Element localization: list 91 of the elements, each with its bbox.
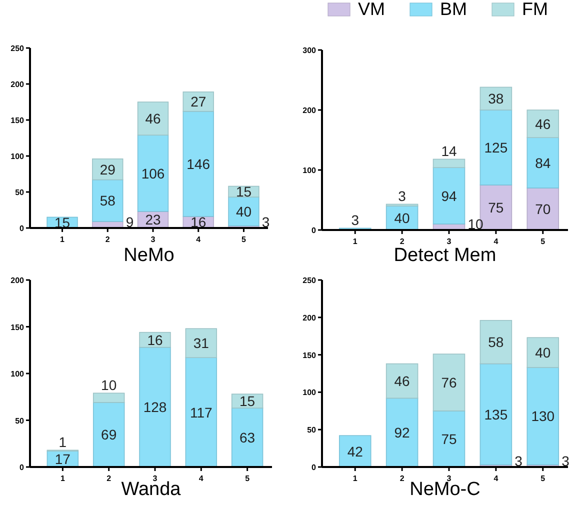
data-label: 3: [562, 453, 570, 469]
data-label: 14: [441, 143, 457, 160]
data-label: 46: [145, 110, 161, 127]
data-label: 42: [347, 443, 364, 460]
data-label: 75: [441, 430, 457, 447]
data-label: 3: [351, 212, 360, 228]
y-tick-label: 0: [312, 226, 317, 235]
data-label: 38: [488, 90, 504, 107]
x-tick-label: 1: [60, 474, 66, 483]
y-tick-label: 150: [302, 350, 317, 360]
data-label: 130: [531, 408, 555, 424]
y-tick-label: 250: [302, 276, 317, 285]
x-tick-label: 4: [198, 474, 204, 483]
data-label: 58: [488, 334, 504, 350]
x-tick-label: 5: [242, 235, 247, 244]
x-axis-title: Detect Mem: [394, 245, 496, 266]
y-tick-label: 150: [10, 116, 25, 125]
data-label: 29: [100, 161, 116, 178]
data-label: 27: [190, 94, 206, 110]
y-tick-label: 100: [10, 152, 25, 161]
x-tick-label: 5: [540, 237, 546, 246]
y-tick-label: 100: [302, 166, 317, 175]
x-tick-label: 2: [105, 235, 110, 244]
data-label: 46: [394, 372, 410, 389]
data-label: 46: [535, 116, 551, 132]
data-label: 84: [535, 154, 551, 171]
data-label: 17: [54, 451, 71, 468]
y-tick-label: 0: [20, 463, 25, 472]
y-tick-label: 0: [20, 224, 25, 233]
data-label: 16: [147, 332, 163, 348]
x-tick-label: 2: [400, 237, 405, 246]
data-label: 128: [143, 399, 167, 416]
x-tick-label: 1: [60, 235, 66, 244]
x-tick-label: 1: [352, 237, 358, 246]
y-tick-label: 100: [10, 370, 25, 378]
x-tick-label: 3: [446, 474, 452, 483]
data-label: 125: [484, 140, 508, 156]
data-label: 58: [100, 192, 116, 209]
data-label: 146: [186, 156, 210, 172]
data-label: 40: [535, 344, 551, 361]
y-tick-label: 300: [302, 46, 317, 55]
data-label: 10: [468, 216, 484, 232]
legend-label: BM: [440, 0, 467, 19]
y-tick-label: 200: [302, 106, 317, 115]
x-tick-label: 4: [494, 237, 499, 246]
data-label: 40: [236, 203, 252, 220]
x-tick-label: 4: [494, 474, 499, 483]
data-label: 70: [535, 201, 551, 217]
data-label: 94: [441, 188, 457, 204]
data-label: 10: [101, 377, 117, 394]
y-tick-label: 50: [15, 188, 25, 197]
data-label: 92: [394, 424, 410, 441]
y-tick-label: 50: [307, 426, 317, 435]
data-label: 76: [441, 374, 457, 390]
data-label: 31: [193, 335, 210, 352]
y-tick-label: 200: [302, 313, 317, 322]
y-tick-label: 250: [10, 44, 25, 53]
data-label: 15: [240, 393, 256, 410]
data-label: 69: [101, 426, 117, 443]
data-label: 16: [190, 214, 206, 230]
data-label: 75: [488, 200, 504, 216]
data-label: 117: [190, 404, 213, 420]
y-tick-label: 0: [312, 463, 317, 472]
x-tick-label: 3: [152, 474, 158, 483]
data-label: 135: [484, 406, 508, 422]
data-label: 40: [394, 210, 410, 226]
legend-label: VM: [358, 0, 385, 19]
y-tick-label: 50: [15, 416, 25, 426]
data-label: 3: [514, 453, 523, 469]
x-tick-label: 3: [446, 237, 452, 246]
y-tick-label: 200: [10, 276, 25, 285]
data-label: 1: [58, 434, 67, 450]
y-tick-label: 100: [302, 388, 317, 398]
x-tick-label: 4: [196, 235, 202, 244]
y-tick-label: 200: [10, 80, 25, 89]
x-axis-title: NeMo: [124, 245, 174, 266]
x-tick-label: 1: [352, 474, 358, 483]
legend-label: FM: [522, 0, 548, 19]
data-label: 63: [240, 430, 256, 446]
data-label: 23: [145, 212, 161, 228]
data-label: 9: [126, 214, 134, 230]
x-tick-label: 2: [400, 474, 405, 483]
x-tick-label: 2: [106, 474, 112, 483]
data-label: 3: [262, 214, 270, 230]
data-label: 106: [141, 165, 165, 182]
data-label: 15: [236, 184, 252, 200]
y-tick-label: 150: [10, 322, 25, 332]
x-tick-label: 5: [245, 474, 250, 483]
data-label: 3: [398, 188, 406, 204]
x-tick-label: 3: [150, 235, 156, 244]
x-tick-label: 5: [540, 474, 546, 483]
